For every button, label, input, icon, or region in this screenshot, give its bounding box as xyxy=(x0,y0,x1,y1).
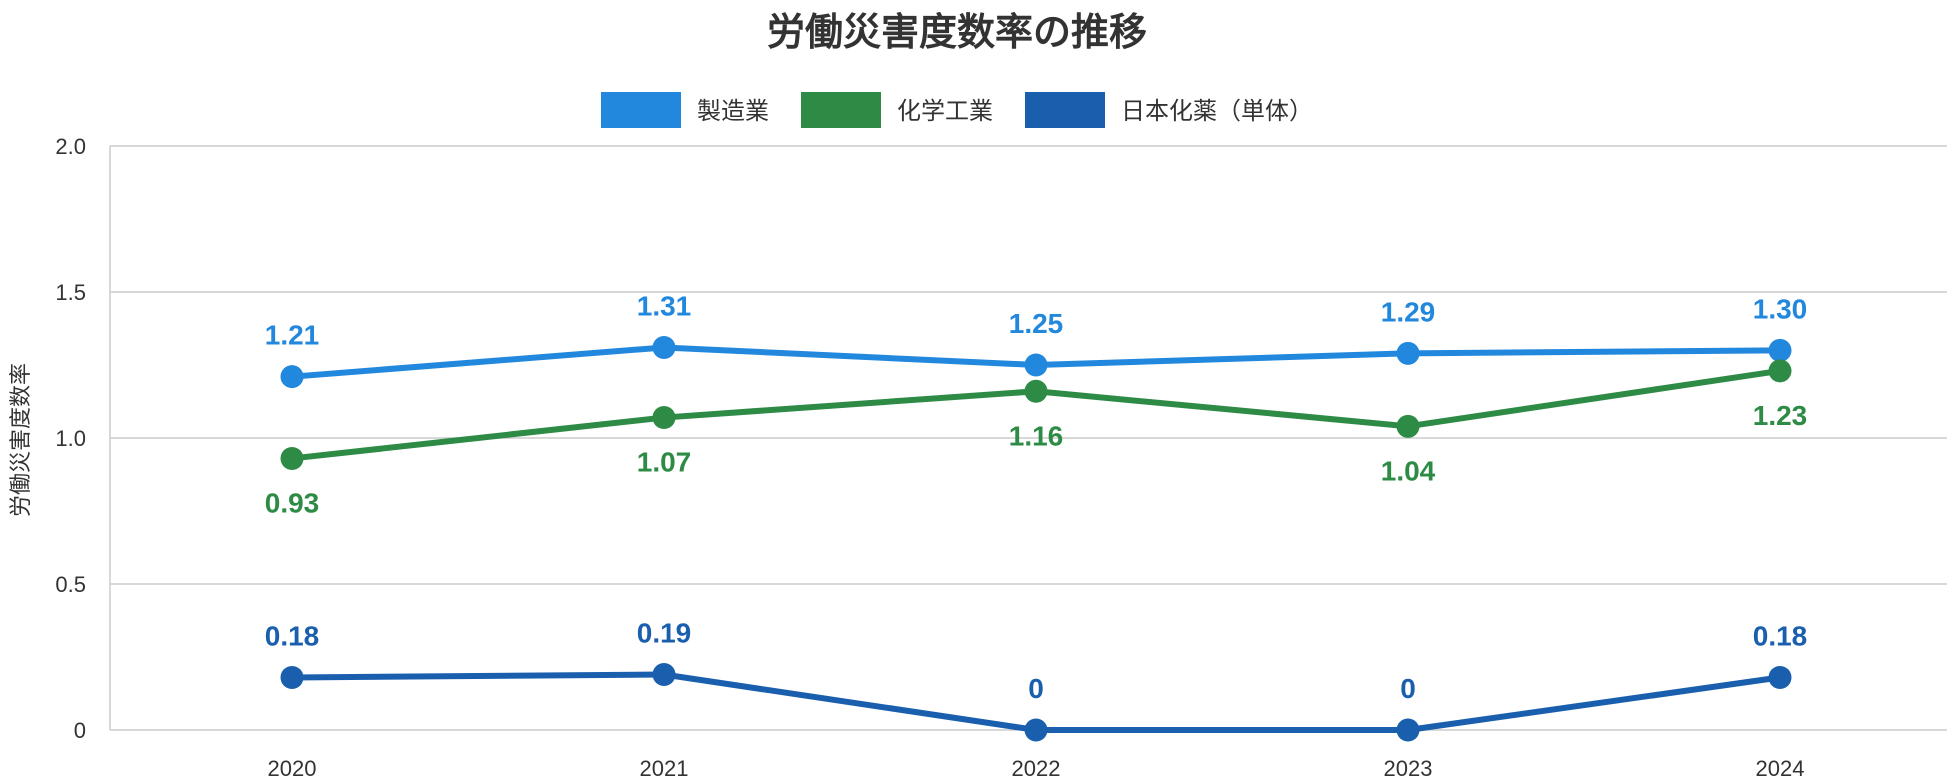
data-point xyxy=(280,365,304,389)
gridlines: 0 0.5 1.0 1.5 2.0 xyxy=(55,134,1947,743)
y-tick-label: 0.5 xyxy=(55,572,86,597)
data-label: 1.07 xyxy=(637,447,692,478)
x-tick-label: 2021 xyxy=(640,756,689,781)
data-label: 1.23 xyxy=(1753,400,1808,431)
x-tick-label: 2022 xyxy=(1012,756,1061,781)
data-label: 1.30 xyxy=(1753,293,1808,324)
data-label: 0.93 xyxy=(265,487,320,518)
x-tick-label: 2024 xyxy=(1756,756,1805,781)
series-layer: 1.21 1.31 1.25 1.29 1.30 0.93 1.07 1.16 1.04 1.23… xyxy=(265,290,1808,742)
series-3: 0.18 0.19 0 0 0.18 xyxy=(265,618,1808,742)
data-point xyxy=(1396,718,1420,742)
x-tick-label: 2023 xyxy=(1384,756,1433,781)
y-axis-title: 労働災害度数率 xyxy=(9,363,34,517)
data-point xyxy=(652,663,676,687)
legend-swatch xyxy=(1025,92,1105,128)
data-label: 0.19 xyxy=(637,618,692,649)
data-point xyxy=(280,665,304,689)
axes: 2020 2021 2022 2023 2024 xyxy=(109,146,1805,781)
data-label: 1.29 xyxy=(1381,296,1436,327)
legend-swatch xyxy=(601,92,681,128)
y-tick-label: 0 xyxy=(74,718,86,743)
legend-label: 化学工業 xyxy=(897,97,993,125)
data-point xyxy=(1024,353,1048,377)
data-label: 0 xyxy=(1028,673,1044,704)
data-label: 0.18 xyxy=(265,620,320,651)
data-point xyxy=(652,406,676,430)
data-label: 1.04 xyxy=(1381,455,1436,486)
data-point xyxy=(1396,341,1420,365)
data-label: 0 xyxy=(1400,673,1416,704)
data-label: 1.25 xyxy=(1009,308,1064,339)
chart-title: 労働災害度数率の推移 xyxy=(767,10,1147,54)
data-label: 0.18 xyxy=(1753,620,1808,651)
data-point xyxy=(1768,359,1792,383)
data-point xyxy=(280,446,304,470)
y-tick-label: 2.0 xyxy=(55,134,86,159)
y-tick-label: 1.0 xyxy=(55,426,86,451)
data-point xyxy=(652,335,676,359)
data-point xyxy=(1024,379,1048,403)
legend-label: 製造業 xyxy=(697,97,769,125)
series-2: 0.93 1.07 1.16 1.04 1.23 xyxy=(265,359,1808,518)
data-point xyxy=(1024,718,1048,742)
legend-swatch xyxy=(801,92,881,128)
legend-label: 日本化薬（単体） xyxy=(1121,97,1313,125)
data-label: 1.16 xyxy=(1009,420,1064,451)
data-point xyxy=(1396,414,1420,438)
legend: 製造業 化学工業 日本化薬（単体） xyxy=(601,92,1313,128)
data-label: 1.21 xyxy=(265,320,320,351)
y-tick-label: 1.5 xyxy=(55,280,86,305)
data-label: 1.31 xyxy=(637,290,692,321)
data-point xyxy=(1768,665,1792,689)
x-tick-label: 2020 xyxy=(268,756,317,781)
series-1: 1.21 1.31 1.25 1.29 1.30 xyxy=(265,290,1808,389)
data-point xyxy=(1768,338,1792,362)
